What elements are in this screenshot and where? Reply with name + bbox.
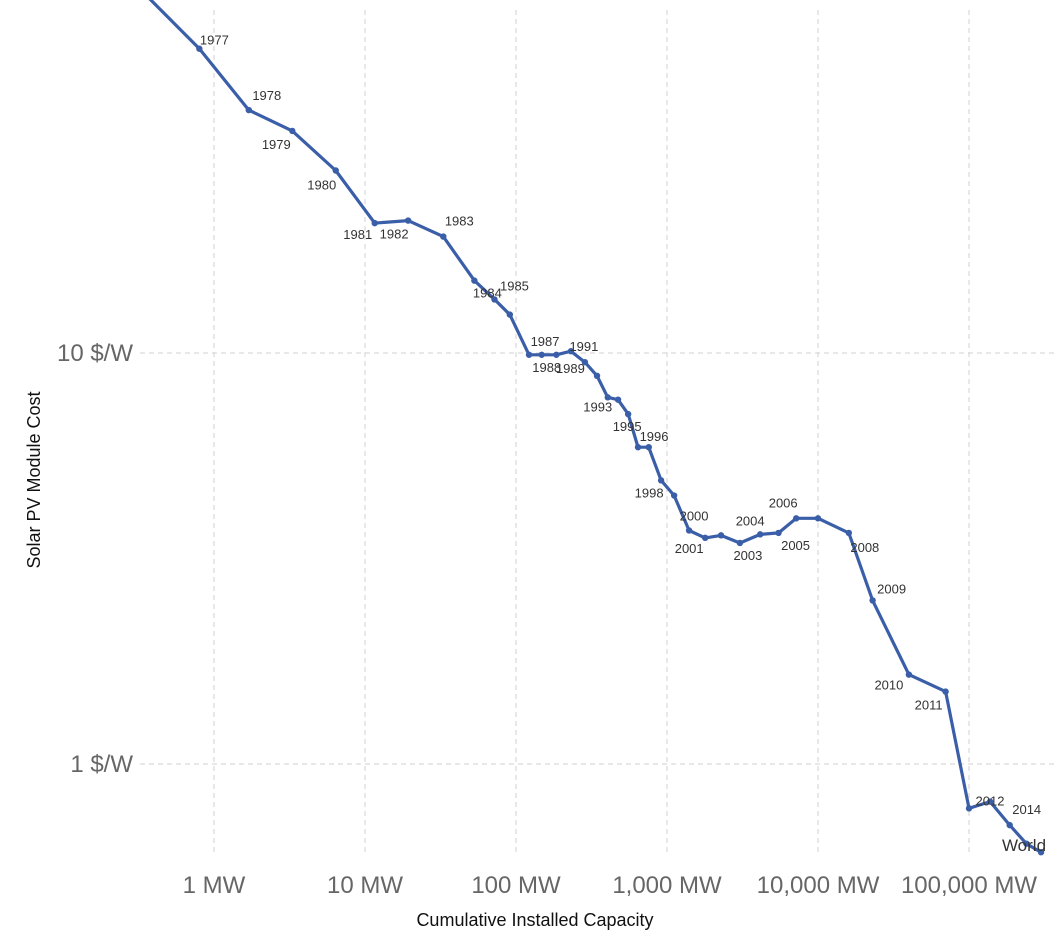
point-label-1984: 1984 — [473, 286, 502, 301]
point-label-2011: 2011 — [915, 698, 943, 713]
point-label-1982: 1982 — [380, 227, 409, 242]
data-point-1993[interactable] — [604, 394, 611, 401]
x-tick-label-5: 100,000 MW — [901, 872, 1037, 899]
data-point-1990[interactable] — [567, 348, 575, 355]
data-point-1987[interactable] — [525, 351, 533, 358]
point-label-2008: 2008 — [850, 540, 879, 555]
point-label-1981: 1981 — [343, 227, 372, 242]
data-point-2000[interactable] — [685, 527, 693, 534]
point-label-2012: 2012 — [976, 793, 1005, 808]
point-label-2001: 2001 — [675, 541, 704, 556]
data-point-2016[interactable] — [1037, 849, 1045, 856]
axis-ticks: 1 MW 10 MW 100 MW 1,000 MW 10,000 MW 100,000 … — [57, 340, 1037, 899]
point-label-1991: 1991 — [569, 339, 598, 354]
data-point-1979[interactable] — [289, 127, 296, 135]
point-labels: 1976 1977 1978 1979 1980 1981 1982 1983 19841985… — [133, 0, 1046, 855]
data-point-1994[interactable] — [614, 396, 622, 403]
data-point-2003[interactable] — [736, 539, 744, 547]
data-point-1986[interactable] — [506, 311, 514, 318]
data-point-2002[interactable] — [717, 532, 725, 539]
point-label-1995: 1995 — [613, 419, 642, 434]
y-tick-label-1: 1 $/W — [70, 751, 133, 778]
point-label-2005: 2005 — [781, 538, 810, 553]
point-label-1996: 1996 — [640, 429, 669, 444]
point-label-2014: 2014 — [1012, 802, 1041, 817]
point-label-2010: 2010 — [874, 678, 903, 693]
data-point-1995[interactable] — [624, 410, 632, 418]
point-label-1983: 1983 — [445, 214, 474, 229]
x-tick-label-2: 100 MW — [471, 872, 561, 899]
y-axis-title: Solar PV Module Cost — [24, 391, 44, 568]
data-point-2010[interactable] — [905, 671, 913, 678]
data-point-1981[interactable] — [371, 219, 378, 227]
point-label-1978: 1978 — [252, 88, 281, 103]
data-point-1978[interactable] — [245, 106, 252, 114]
point-label-1993: 1993 — [583, 399, 612, 414]
point-label-1988: 1988 — [532, 360, 561, 375]
data-point-2005[interactable] — [775, 529, 782, 537]
data-point-1984[interactable] — [471, 277, 478, 284]
data-point-1998[interactable] — [657, 477, 665, 484]
data-point-2013[interactable] — [986, 798, 994, 805]
data-point-1997[interactable] — [645, 443, 652, 451]
y-tick-label-0: 10 $/W — [57, 340, 133, 367]
data-point-1980[interactable] — [332, 167, 339, 174]
point-label-1998: 1998 — [635, 485, 664, 500]
point-label-2000: 2000 — [680, 508, 709, 523]
point-label-1989: 1989 — [556, 361, 585, 376]
data-point-2011[interactable] — [942, 688, 949, 695]
data-point-2004[interactable] — [756, 531, 764, 538]
point-label-1980: 1980 — [307, 177, 336, 192]
point-label-2006: 2006 — [769, 495, 798, 510]
data-point-1977[interactable] — [196, 45, 203, 52]
series-name-label-0: World — [1002, 836, 1046, 855]
data-point-2006[interactable] — [792, 515, 800, 522]
x-tick-label-4: 10,000 MW — [757, 872, 880, 899]
data-point-2015[interactable] — [1023, 840, 1030, 847]
data-point-1996[interactable] — [634, 443, 642, 451]
point-label-1987: 1987 — [531, 334, 560, 349]
point-label-2004: 2004 — [736, 513, 765, 528]
point-label-1979: 1979 — [262, 137, 291, 152]
point-label-2003: 2003 — [733, 548, 762, 563]
series-line-0 — [148, 0, 1043, 854]
data-point-2009[interactable] — [869, 597, 876, 604]
data-point-1983[interactable] — [440, 233, 447, 240]
data-point-1982[interactable] — [404, 217, 412, 224]
data-point-2007[interactable] — [814, 515, 822, 522]
x-tick-label-1: 10 MW — [327, 872, 403, 899]
x-tick-label-0: 1 MW — [183, 872, 246, 899]
point-label-1977: 1977 — [200, 33, 229, 48]
data-point-2012[interactable] — [965, 805, 973, 812]
data-point-1988[interactable] — [538, 351, 545, 358]
data-point-2014[interactable] — [1006, 821, 1013, 829]
data-point-1999[interactable] — [670, 492, 678, 499]
point-label-1985: 1985 — [500, 278, 529, 293]
point-label-1976: 1976 — [133, 0, 162, 3]
data-point-2001[interactable] — [701, 534, 709, 542]
data-point-1991[interactable] — [581, 358, 589, 366]
data-point-1992[interactable] — [593, 372, 601, 380]
series-layer — [148, 0, 1045, 856]
x-tick-label-3: 1,000 MW — [612, 872, 722, 899]
point-label-2009: 2009 — [877, 581, 906, 596]
x-axis-title: Cumulative Installed Capacity — [416, 910, 653, 930]
data-point-2008[interactable] — [845, 529, 853, 537]
data-point-1989[interactable] — [553, 351, 560, 358]
data-point-1985[interactable] — [491, 296, 498, 303]
